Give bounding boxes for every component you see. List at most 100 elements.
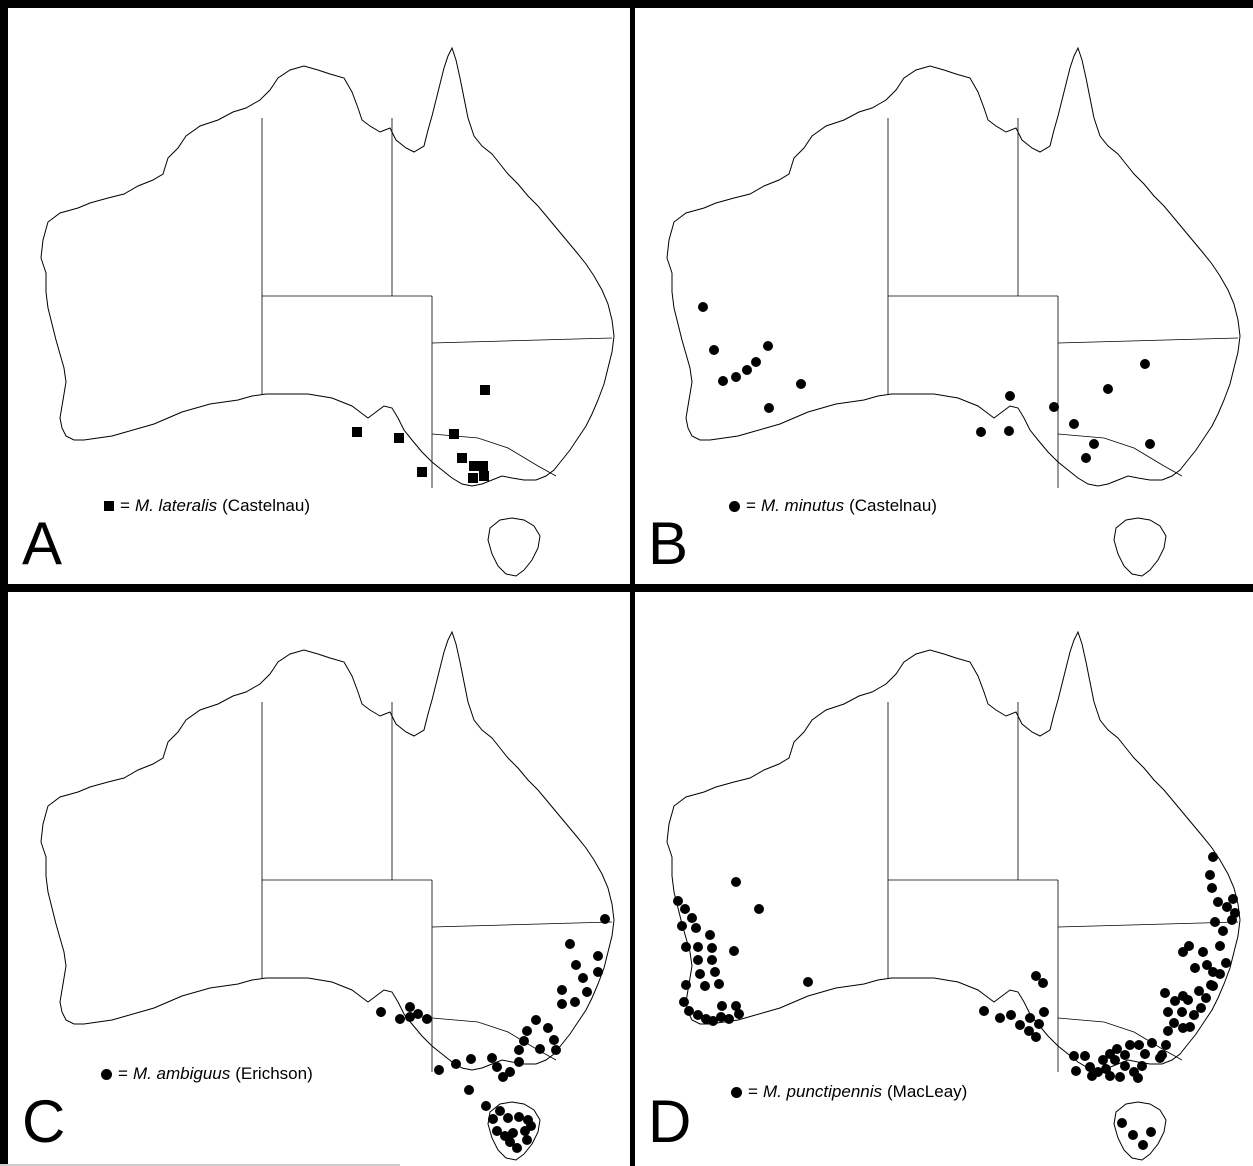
occurrence-dot xyxy=(1202,960,1212,970)
occurrence-dot xyxy=(1085,1062,1095,1072)
occurrence-dot xyxy=(1170,996,1180,1006)
occurrence-dot xyxy=(505,1137,515,1147)
occurrence-dot xyxy=(714,979,724,989)
occurrence-dot xyxy=(593,951,603,961)
occurrence-dot xyxy=(691,923,701,933)
occurrence-dot xyxy=(1147,1038,1157,1048)
legend-species: M. punctipennis xyxy=(762,1082,883,1101)
occurrence-dot xyxy=(557,999,567,1009)
occurrence-dot xyxy=(763,341,773,351)
state-border xyxy=(1057,433,1183,477)
panel-letter-b: B xyxy=(648,510,689,577)
occurrence-dot xyxy=(582,987,592,997)
occurrence-dot xyxy=(549,1035,559,1045)
occurrence-dot xyxy=(693,1010,703,1020)
tasmania-outline xyxy=(1113,1101,1167,1161)
occurrence-dot xyxy=(422,1014,432,1024)
occurrence-dot xyxy=(803,977,813,987)
occurrence-dot xyxy=(481,1101,491,1111)
occurrence-dot xyxy=(1183,995,1193,1005)
coastline xyxy=(666,46,1241,487)
occurrence-square xyxy=(394,433,404,443)
occurrence-dot xyxy=(1145,439,1155,449)
legend-c: = M. ambiguus (Erichson) xyxy=(101,1064,313,1084)
occurrence-dot xyxy=(543,1023,553,1033)
occurrence-dot xyxy=(729,946,739,956)
outer-border-left xyxy=(0,0,8,1166)
legend-species: M. lateralis xyxy=(134,496,218,515)
occurrence-dot xyxy=(1117,1118,1127,1128)
occurrence-dot xyxy=(1034,1019,1044,1029)
occurrence-dot xyxy=(1125,1040,1135,1050)
tasmania-outline xyxy=(487,1101,541,1161)
occurrence-dot xyxy=(717,1001,727,1011)
occurrence-dot xyxy=(1134,1040,1144,1050)
occurrence-dot xyxy=(495,1106,505,1116)
state-border xyxy=(431,433,557,477)
occurrence-dot xyxy=(731,1001,741,1011)
occurrence-dot xyxy=(1004,426,1014,436)
square-marker-icon xyxy=(104,501,114,511)
occurrence-dot xyxy=(1206,980,1216,990)
occurrence-dot xyxy=(1038,978,1048,988)
occurrence-dot xyxy=(1207,883,1217,893)
occurrence-dot xyxy=(1208,852,1218,862)
occurrence-dot xyxy=(1178,947,1188,957)
divider-horizontal xyxy=(0,584,1253,592)
occurrence-dot xyxy=(1169,1018,1179,1028)
occurrence-dot xyxy=(434,1065,444,1075)
occurrence-dot xyxy=(1081,453,1091,463)
occurrence-dot xyxy=(395,1014,405,1024)
occurrence-dot xyxy=(464,1085,474,1095)
coastline xyxy=(666,630,1241,1071)
occurrence-dot xyxy=(1098,1055,1108,1065)
legend-eq: = xyxy=(746,496,756,515)
occurrence-dot xyxy=(570,997,580,1007)
legend-author: (MacLeay) xyxy=(887,1082,968,1101)
state-border xyxy=(1057,337,1239,344)
occurrence-dot xyxy=(754,904,764,914)
legend-author: (Erichson) xyxy=(235,1064,313,1083)
occurrence-dot xyxy=(681,942,691,952)
occurrence-dot xyxy=(1185,1022,1195,1032)
coastline xyxy=(40,630,615,1071)
occurrence-dot xyxy=(492,1062,502,1072)
occurrence-dot xyxy=(1071,1066,1081,1076)
occurrence-dot xyxy=(1128,1130,1138,1140)
occurrence-dot xyxy=(1189,1010,1199,1020)
map-panel-a: = M. lateralis (Castelnau) A xyxy=(8,8,632,584)
occurrence-dot xyxy=(1146,1127,1156,1137)
occurrence-dot xyxy=(1089,439,1099,449)
legend-author: (Castelnau) xyxy=(849,496,937,515)
occurrence-dot xyxy=(505,1067,515,1077)
panel-letter-c: C xyxy=(22,1088,66,1155)
occurrence-dot xyxy=(731,372,741,382)
occurrence-dot xyxy=(376,1007,386,1017)
occurrence-dot xyxy=(1031,1032,1041,1042)
outer-border-bottom-left xyxy=(0,1164,400,1166)
occurrence-dot xyxy=(514,1057,524,1067)
occurrence-dot xyxy=(522,1026,532,1036)
occurrence-dot xyxy=(673,896,683,906)
occurrence-dot xyxy=(796,379,806,389)
occurrence-dot xyxy=(535,1044,545,1054)
occurrence-dot xyxy=(1039,1007,1049,1017)
occurrence-dot xyxy=(700,981,710,991)
state-border xyxy=(431,1017,557,1061)
occurrence-dot xyxy=(514,1045,524,1055)
occurrence-dot xyxy=(995,1013,1005,1023)
state-border xyxy=(1057,921,1239,928)
occurrence-square xyxy=(457,453,467,463)
occurrence-dot xyxy=(488,1114,498,1124)
occurrence-dot xyxy=(1163,1007,1173,1017)
australia-map-b xyxy=(666,46,1241,577)
occurrence-dot xyxy=(709,345,719,355)
occurrence-dot xyxy=(1120,1061,1130,1071)
occurrence-square xyxy=(480,385,490,395)
legend-b: = M. minutus (Castelnau) xyxy=(729,496,937,516)
outer-border-top xyxy=(0,0,1253,8)
occurrence-dot xyxy=(405,1002,415,1012)
occurrence-dot xyxy=(571,960,581,970)
occurrence-dot xyxy=(1112,1044,1122,1054)
occurrence-dot xyxy=(684,1006,694,1016)
